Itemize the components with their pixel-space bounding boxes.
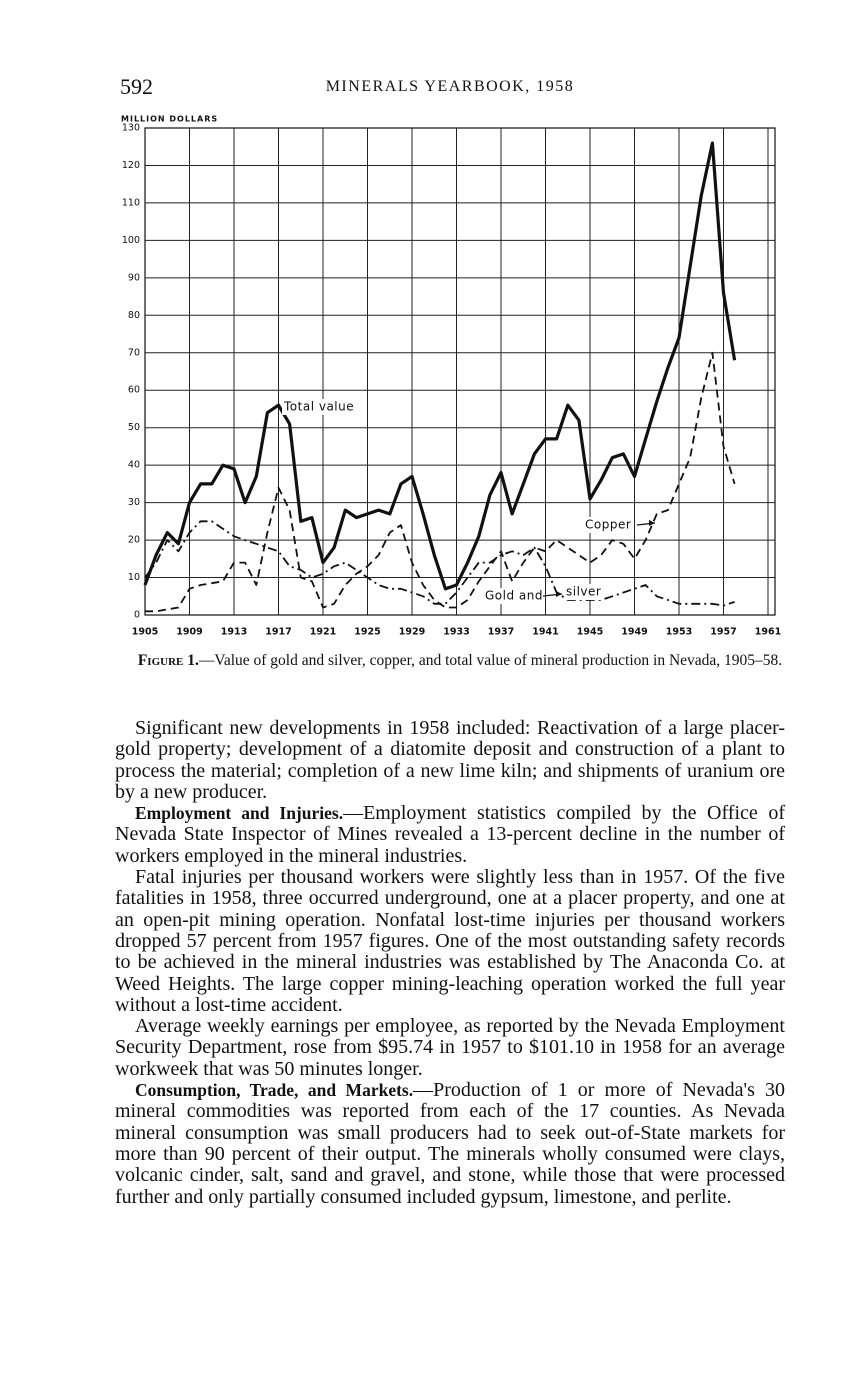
x-tick-label: 1925 — [354, 627, 380, 638]
run-in-heading: Consumption, Trade, and Markets. — [135, 1080, 414, 1101]
y-tick-label: 60 — [128, 385, 140, 396]
y-tick-label: 120 — [122, 160, 140, 171]
paragraph-text: Average weekly earnings per employee, as… — [115, 1015, 785, 1080]
paragraph-text: —Employment statistics compiled by the O… — [115, 802, 786, 867]
y-tick-label: 20 — [128, 535, 140, 546]
paragraph: Significant new developments in 1958 inc… — [115, 717, 785, 803]
page-number: 592 — [120, 74, 153, 99]
y-tick-label: 10 — [128, 572, 140, 583]
y-tick-label: 100 — [122, 235, 140, 246]
y-tick-label: 30 — [128, 497, 140, 508]
x-tick-label: 1937 — [488, 627, 514, 638]
label-backdrop — [564, 584, 604, 600]
paragraph-text: Significant new developments in 1958 inc… — [115, 717, 785, 803]
figure-caption: Figure 1.—Value of gold and silver, copp… — [125, 652, 795, 669]
run-in-heading: Employment and Injuries. — [135, 803, 344, 824]
body-text: Significant new developments in 1958 inc… — [115, 717, 785, 1208]
x-tick-label: 1913 — [221, 627, 247, 638]
y-tick-label: 90 — [128, 272, 140, 283]
running-title: MINERALS YEARBOOK, 1958 — [325, 78, 575, 95]
series-label: silver — [566, 585, 601, 599]
paragraph: Consumption, Trade, and Markets.—Product… — [115, 1079, 785, 1208]
plot-frame — [144, 127, 776, 616]
x-tick-label: 1945 — [577, 627, 603, 638]
paragraph-text: —Production of 1 or more of Nevada's 30 … — [115, 1079, 785, 1208]
arrow-head — [556, 591, 562, 597]
paragraph: Average weekly earnings per employee, as… — [115, 1016, 785, 1080]
series-label: Copper — [585, 518, 631, 532]
y-tick-label: 130 — [122, 123, 140, 134]
y-tick-label: 80 — [128, 310, 140, 321]
y-tick-label: 110 — [122, 197, 140, 208]
arrow-head — [649, 520, 655, 526]
series-label: Total value — [283, 400, 354, 414]
paragraph: Employment and Injuries.—Employment stat… — [115, 803, 785, 867]
series-line — [143, 141, 737, 591]
label-backdrop — [483, 588, 545, 604]
label-backdrop — [282, 399, 358, 415]
x-tick-label: 1933 — [443, 627, 469, 638]
caption-label: Figure 1. — [137, 652, 199, 669]
y-tick-label: 40 — [128, 460, 140, 471]
y-tick-label: 50 — [128, 422, 140, 433]
x-tick-label: 1917 — [265, 627, 291, 638]
caption-text: —Value of gold and silver, copper, and t… — [198, 652, 783, 669]
x-tick-label: 1953 — [666, 627, 692, 638]
x-tick-label: 1961 — [755, 627, 781, 638]
x-tick-label: 1909 — [176, 627, 202, 638]
x-tick-label: 1957 — [710, 627, 736, 638]
y-tick-label: 70 — [128, 347, 140, 358]
series-label: Gold and — [485, 589, 543, 603]
y-axis-title: MILLION DOLLARS — [121, 115, 218, 124]
chart: MILLION DOLLARS 0 10 20 30 40 50 60 70 80 90 100 110… — [121, 115, 781, 638]
x-tick-label: 1929 — [399, 627, 425, 638]
paragraph: Fatal injuries per thousand workers were… — [115, 866, 785, 1016]
x-tick-label: 1941 — [532, 627, 558, 638]
x-tick-label: 1921 — [310, 627, 336, 638]
y-tick-label: 0 — [134, 610, 140, 621]
x-tick-label: 1905 — [132, 627, 158, 638]
label-backdrop — [583, 517, 634, 533]
paragraph-text: Fatal injuries per thousand workers were… — [115, 866, 785, 1016]
x-tick-label: 1949 — [621, 627, 647, 638]
series-line — [144, 520, 735, 607]
